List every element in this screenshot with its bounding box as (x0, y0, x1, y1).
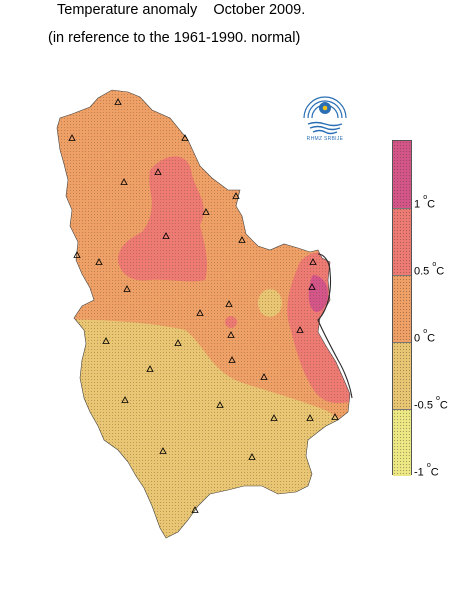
station-marker (308, 283, 316, 290)
station-marker (114, 98, 122, 105)
legend-separator (393, 409, 411, 410)
station-marker (121, 396, 129, 403)
legend-band (393, 275, 411, 342)
weather-stations (68, 98, 339, 513)
legend-label: 0.5 oC (414, 261, 445, 278)
map-title: Temperature anomaly October 2009. (57, 2, 306, 18)
legend-band (393, 342, 411, 409)
station-marker (95, 258, 103, 265)
legend-separator (393, 275, 411, 276)
station-marker (146, 365, 154, 372)
station-marker (191, 506, 199, 513)
station-marker (260, 373, 268, 380)
station-marker (270, 414, 278, 421)
legend-label: -1 oC (414, 462, 439, 479)
legend-band (393, 409, 411, 476)
legend-label: -0.5 oC (414, 395, 448, 412)
color-legend (392, 140, 412, 476)
station-marker (232, 192, 240, 199)
station-marker (123, 285, 131, 292)
map-subtitle: (in reference to the 1961-1990. normal) (48, 30, 301, 46)
station-marker (120, 178, 128, 185)
station-marker (216, 401, 224, 408)
station-marker (309, 258, 317, 265)
legend-label: 0 oC (414, 328, 436, 345)
logo-caption: RHMZ SRBIJE (306, 136, 344, 142)
station-marker (68, 134, 76, 141)
station-marker (296, 326, 304, 333)
station-marker (159, 447, 167, 454)
station-marker (331, 413, 339, 420)
station-marker (202, 208, 210, 215)
legend-label: 1 oC (414, 194, 436, 211)
station-marker (248, 453, 256, 460)
station-marker (73, 251, 81, 258)
station-marker (154, 168, 162, 175)
station-marker (238, 236, 246, 243)
station-marker (196, 309, 204, 316)
station-marker (181, 134, 189, 141)
station-marker (174, 339, 182, 346)
legend-band (393, 208, 411, 275)
legend-separator (393, 342, 411, 343)
station-marker (225, 300, 233, 307)
legend-separator (393, 208, 411, 209)
country-border (56, 89, 351, 539)
legend-band (393, 141, 411, 208)
station-marker (227, 331, 235, 338)
station-marker (102, 337, 110, 344)
station-marker (162, 232, 170, 239)
rhmz-logo (303, 96, 347, 135)
station-marker (306, 414, 314, 421)
eastern-border-river (317, 253, 353, 399)
station-marker (228, 356, 236, 363)
